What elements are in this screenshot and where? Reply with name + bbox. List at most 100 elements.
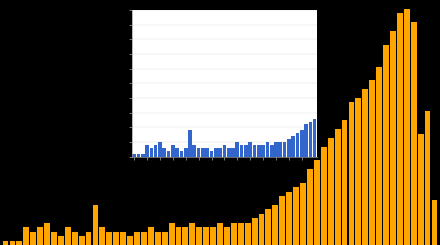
Bar bbox=[240, 145, 243, 157]
Bar bbox=[274, 142, 278, 157]
Bar bbox=[300, 183, 306, 245]
Bar bbox=[383, 45, 389, 245]
Bar bbox=[397, 13, 403, 245]
Bar bbox=[148, 227, 154, 245]
Bar bbox=[261, 145, 265, 157]
Bar bbox=[197, 148, 201, 157]
Bar bbox=[314, 160, 320, 245]
Bar bbox=[113, 232, 119, 245]
Bar bbox=[92, 205, 99, 245]
Bar bbox=[341, 120, 348, 245]
Bar bbox=[245, 223, 251, 245]
Bar bbox=[169, 223, 175, 245]
Bar bbox=[120, 232, 126, 245]
Bar bbox=[270, 145, 274, 157]
Bar bbox=[272, 205, 278, 245]
Bar bbox=[183, 227, 188, 245]
Bar bbox=[127, 236, 133, 245]
Bar bbox=[390, 31, 396, 245]
Bar bbox=[238, 223, 244, 245]
Bar bbox=[99, 227, 105, 245]
Bar bbox=[266, 142, 269, 157]
Bar bbox=[283, 142, 286, 157]
Bar bbox=[231, 223, 237, 245]
Bar bbox=[30, 232, 36, 245]
Bar bbox=[214, 148, 218, 157]
Bar bbox=[162, 232, 168, 245]
Bar bbox=[252, 218, 257, 245]
Bar bbox=[37, 227, 43, 245]
Bar bbox=[244, 145, 248, 157]
Bar bbox=[363, 89, 368, 245]
Bar bbox=[307, 169, 313, 245]
Bar bbox=[304, 124, 308, 157]
Bar bbox=[141, 232, 147, 245]
Bar bbox=[162, 148, 166, 157]
Bar bbox=[203, 227, 209, 245]
Bar bbox=[235, 142, 239, 157]
Bar bbox=[279, 142, 282, 157]
Bar bbox=[432, 200, 437, 245]
Bar bbox=[16, 241, 22, 245]
Bar bbox=[145, 145, 149, 157]
Bar bbox=[231, 148, 235, 157]
Bar bbox=[300, 130, 304, 157]
Bar bbox=[196, 227, 202, 245]
Bar bbox=[205, 148, 209, 157]
Bar bbox=[58, 236, 64, 245]
Bar bbox=[106, 232, 112, 245]
Bar bbox=[79, 236, 84, 245]
Bar bbox=[224, 227, 230, 245]
Bar bbox=[171, 145, 175, 157]
Bar bbox=[313, 119, 316, 157]
Bar bbox=[51, 232, 57, 245]
Bar bbox=[418, 134, 424, 245]
Bar bbox=[23, 227, 29, 245]
Bar bbox=[3, 241, 8, 245]
Bar bbox=[279, 196, 285, 245]
Bar bbox=[210, 151, 213, 157]
Bar bbox=[132, 154, 136, 157]
Bar bbox=[425, 111, 430, 245]
Bar bbox=[72, 232, 77, 245]
Bar bbox=[175, 148, 179, 157]
Bar bbox=[296, 133, 299, 157]
Bar bbox=[188, 130, 192, 157]
Bar bbox=[218, 148, 222, 157]
Bar bbox=[192, 145, 196, 157]
Bar bbox=[286, 192, 292, 245]
Bar bbox=[167, 151, 170, 157]
Bar bbox=[265, 209, 271, 245]
Bar bbox=[356, 98, 361, 245]
Bar bbox=[411, 22, 417, 245]
Bar bbox=[184, 148, 187, 157]
Bar bbox=[291, 136, 295, 157]
Bar bbox=[201, 148, 205, 157]
Bar bbox=[369, 80, 375, 245]
Bar bbox=[158, 142, 162, 157]
Bar bbox=[328, 138, 334, 245]
Bar bbox=[210, 227, 216, 245]
Bar bbox=[217, 223, 223, 245]
Bar bbox=[154, 145, 158, 157]
Bar bbox=[176, 227, 181, 245]
Bar bbox=[44, 223, 50, 245]
Bar bbox=[137, 154, 140, 157]
Bar bbox=[86, 232, 92, 245]
Bar bbox=[348, 102, 354, 245]
Bar bbox=[150, 148, 153, 157]
Bar bbox=[259, 214, 264, 245]
Bar bbox=[376, 67, 382, 245]
Bar bbox=[253, 145, 257, 157]
Bar bbox=[155, 232, 161, 245]
Bar bbox=[10, 241, 15, 245]
Bar bbox=[223, 145, 226, 157]
Bar bbox=[308, 122, 312, 157]
Bar bbox=[189, 223, 195, 245]
Bar bbox=[257, 145, 260, 157]
Bar bbox=[335, 129, 341, 245]
Bar bbox=[65, 227, 71, 245]
Bar bbox=[404, 9, 410, 245]
Bar bbox=[287, 139, 291, 157]
Bar bbox=[141, 154, 145, 157]
